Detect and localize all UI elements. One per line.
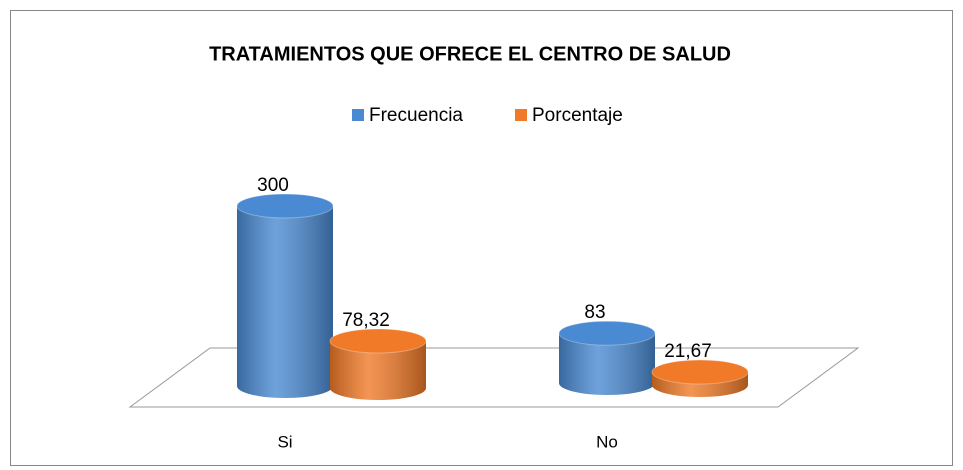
x-tick-label: Si [277,432,292,451]
legend-swatch [515,109,527,121]
cylinder-top [329,328,427,354]
legend-label: Frecuencia [369,105,463,126]
cylinder-shade [559,333,655,395]
cylinder-top [651,359,749,385]
data-label: 78,32 [342,310,390,331]
cylinder-top [558,320,656,346]
data-label: 300 [257,175,289,196]
cylinder-shade [237,206,333,398]
data-label: 21,67 [664,341,712,362]
legend-label: Porcentaje [532,105,623,126]
cylinder-top [236,193,334,219]
data-label: 83 [584,302,605,323]
cylinder-shade [330,341,426,400]
chart-title: TRATAMIENTOS QUE OFRECE EL CENTRO DE SAL… [209,43,731,65]
legend-swatch [352,109,364,121]
x-tick-label: No [596,432,618,451]
